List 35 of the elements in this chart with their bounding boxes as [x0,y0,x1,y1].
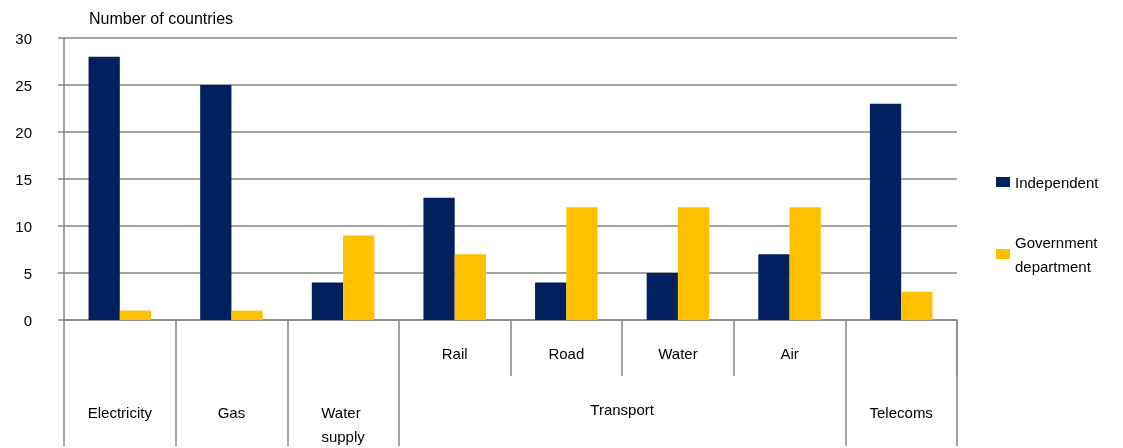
bar [758,254,790,320]
bar [423,197,455,320]
y-tick-label: 5 [23,264,32,282]
bar [200,85,232,320]
bar [535,282,567,320]
x-tick-label: Rail [441,345,468,362]
x-tick-label: Water supply [321,403,366,445]
legend-label: Independent [1015,173,1100,191]
y-tick-label: 0 [23,311,32,329]
bar [119,310,152,320]
x-tick-label: Air [780,345,799,362]
y-tick-label: 20 [15,123,32,141]
y-axis-title: Number of countries [89,9,234,27]
y-tick-label: 10 [15,217,32,235]
bar [789,207,821,320]
bar [901,291,933,320]
bar [231,310,263,320]
y-tick-label: 15 [15,170,32,188]
bar [311,282,344,320]
bar [343,235,375,320]
bar [88,56,120,320]
legend-label: Government department [1015,233,1102,275]
x-tick-label: Telecoms [869,403,933,421]
x-tick-label: Electricity [87,403,153,421]
y-tick-label: 25 [15,76,32,94]
bar [677,207,710,320]
bar [566,207,598,320]
text: Transport [590,400,655,418]
x-tick-label: Water [658,345,698,362]
bar [869,103,902,320]
bar [454,254,486,320]
x-tick-label: Gas [217,403,246,421]
bar [646,273,678,320]
x-tick-label: Road [548,345,585,362]
y-tick-label: 30 [15,29,32,47]
